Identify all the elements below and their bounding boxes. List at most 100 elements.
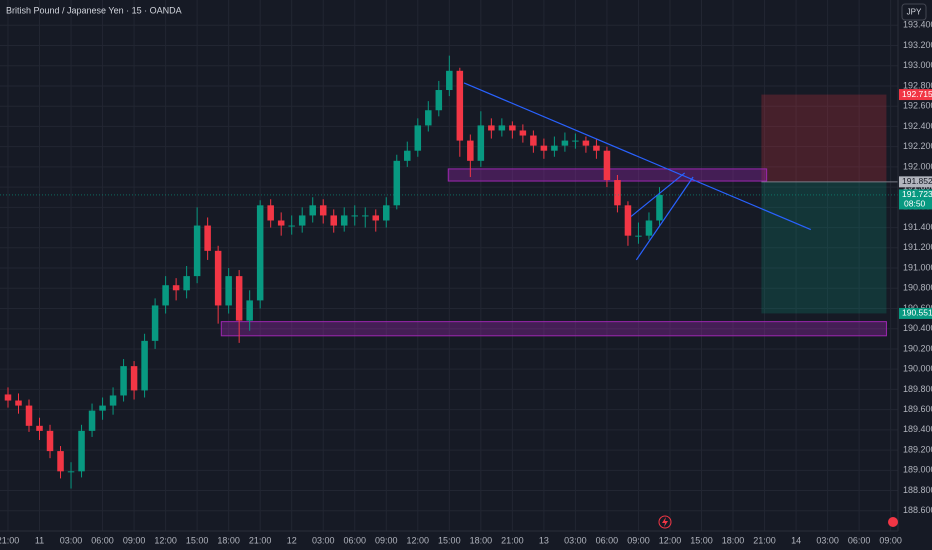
currency-label[interactable]: JPY [907, 8, 922, 17]
x-tick-label: 13 [539, 535, 549, 545]
stop-area [761, 94, 887, 182]
x-tick-label: 14 [791, 535, 801, 545]
x-tick-label: 06:00 [343, 535, 366, 545]
candle-body [456, 70, 464, 141]
x-tick-label: 06:00 [91, 535, 114, 545]
candle-body [509, 125, 516, 131]
y-tick-label: 192.600 [903, 101, 932, 111]
x-tick-label: 15:00 [438, 535, 461, 545]
candle-body [267, 205, 274, 221]
candle-body [446, 70, 453, 91]
x-tick-label: 09:00 [879, 535, 902, 545]
candle-body [99, 405, 106, 411]
y-tick-label: 188.800 [903, 485, 932, 495]
y-tick-label: 192.800 [903, 80, 932, 90]
x-tick-label: 03:00 [60, 535, 83, 545]
candle-body [467, 140, 474, 161]
candle-body [162, 285, 169, 306]
x-tick-label: 06:00 [596, 535, 619, 545]
candle-body [25, 405, 33, 426]
chart-title: British Pound / Japanese Yen · 15 · OAND… [6, 5, 182, 15]
alert-icon[interactable] [658, 515, 672, 529]
candle-body [277, 220, 285, 226]
x-tick-label: 12:00 [154, 535, 177, 545]
candle-body [109, 395, 117, 406]
y-tick-label: 189.000 [903, 465, 932, 475]
candle-body [530, 135, 537, 146]
y-tick-label: 188.600 [903, 505, 932, 515]
candle-body [414, 125, 422, 151]
candle-body [572, 140, 579, 142]
candle-body [67, 471, 75, 473]
x-tick-label: 03:00 [564, 535, 587, 545]
price-label-bg [899, 307, 932, 319]
y-tick-label: 189.800 [903, 384, 932, 394]
y-tick-label: 191.000 [903, 262, 932, 272]
y-tick-label: 190.200 [903, 343, 932, 353]
y-tick-label: 190.600 [903, 303, 932, 313]
candle-body [656, 194, 663, 221]
price-label: 192.715 [902, 89, 932, 99]
alert-bolt [662, 517, 668, 527]
price-label: 191.723 [902, 189, 932, 199]
y-tick-label: 193.200 [903, 40, 932, 50]
candle-body [340, 215, 348, 226]
x-tick-label: 12 [287, 535, 297, 545]
candle-body [404, 150, 411, 161]
logo-icon[interactable] [888, 517, 898, 527]
candle-body [519, 130, 527, 136]
candle-body [330, 215, 337, 226]
candle-body [151, 305, 159, 341]
candle-body [193, 225, 201, 277]
candle-body [130, 366, 138, 391]
y-tick-label: 191.400 [903, 222, 932, 232]
currency-button[interactable] [901, 3, 927, 21]
candle-body [319, 205, 327, 216]
trendline [463, 82, 812, 231]
candle-body [88, 410, 96, 431]
x-tick-label: 18:00 [470, 535, 493, 545]
candle-body [15, 400, 22, 406]
x-tick-label: 09:00 [627, 535, 650, 545]
price-label-bg [899, 189, 932, 210]
x-tick-label: 15:00 [186, 535, 209, 545]
candle-body [204, 225, 211, 251]
y-tick-label: 189.400 [903, 424, 932, 434]
y-tick-label: 189.200 [903, 444, 932, 454]
x-tick-label: 21:00 [249, 535, 272, 545]
y-tick-label: 192.200 [903, 141, 932, 151]
candle-body [614, 180, 621, 206]
x-tick-label: 03:00 [816, 535, 839, 545]
x-tick-label: 09:00 [375, 535, 398, 545]
x-tick-label: 18:00 [217, 535, 240, 545]
candle-body [46, 430, 54, 452]
time-scale [0, 531, 932, 550]
candle-body [372, 215, 380, 221]
candle-body [120, 366, 127, 396]
x-tick-label: 12:00 [407, 535, 430, 545]
x-tick-label: 21:00 [753, 535, 776, 545]
x-tick-label: 18:00 [722, 535, 745, 545]
candle-body [141, 340, 148, 391]
y-tick-label: 192.000 [903, 161, 932, 171]
x-tick-label: 21:00 [501, 535, 524, 545]
candle-body [235, 276, 243, 321]
price-label: 191.852 [902, 176, 932, 186]
candle-body [351, 215, 359, 217]
candles [4, 55, 663, 489]
y-tick-label: 190.000 [903, 364, 932, 374]
y-tick-label: 193.000 [903, 60, 932, 70]
candle-body [488, 125, 495, 131]
zone [220, 321, 887, 337]
candle-body [540, 145, 548, 151]
candle-body [78, 430, 85, 472]
candle-body [4, 394, 12, 401]
price-label-bg [899, 89, 932, 101]
y-tick-label: 189.600 [903, 404, 932, 414]
y-tick-label: 190.400 [903, 323, 932, 333]
candle-body [498, 125, 506, 131]
price-label: 190.551 [902, 308, 932, 318]
